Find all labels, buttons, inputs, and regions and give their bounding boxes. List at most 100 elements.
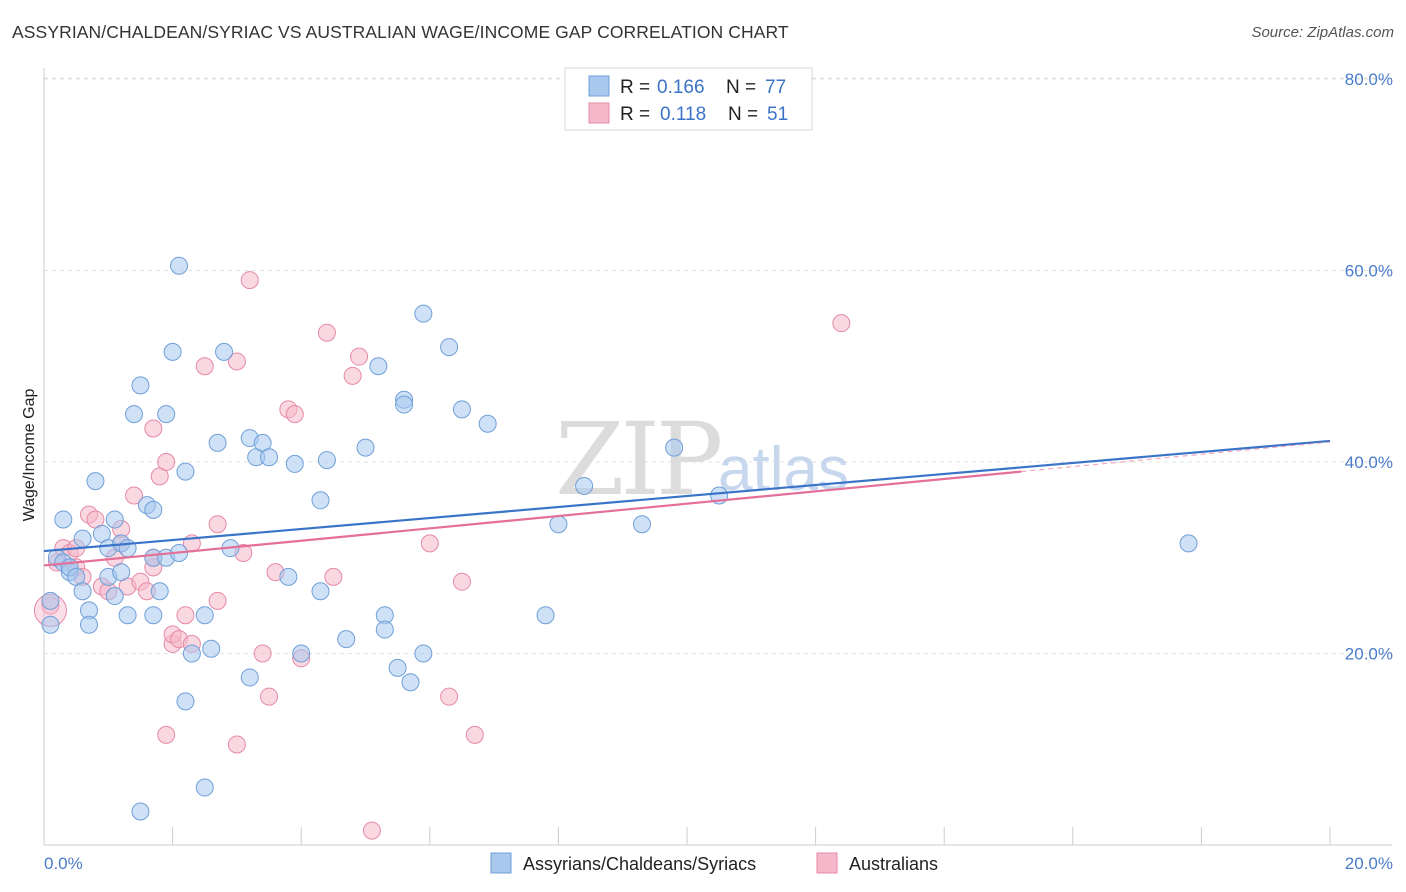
assyrians-point-8 bbox=[73, 529, 92, 548]
assyrians-point-48 bbox=[260, 448, 279, 467]
australians-point-47 bbox=[362, 821, 381, 840]
legend-r-label-pink: R = bbox=[620, 104, 650, 125]
australians-point-33 bbox=[227, 352, 246, 371]
australians-point-45 bbox=[343, 366, 362, 385]
australians-trend-extension bbox=[1021, 441, 1331, 473]
y-tick-labels: 20.0% 40.0% 60.0% 80.0% bbox=[1345, 70, 1393, 664]
australians-point-48 bbox=[420, 534, 439, 553]
australians-point-52 bbox=[832, 314, 851, 333]
assyrians-point-49 bbox=[279, 567, 298, 586]
assyrians-trend-line bbox=[43, 439, 1331, 553]
australians-point-49 bbox=[440, 687, 459, 706]
watermark-zip: ZIP bbox=[555, 401, 720, 518]
assyrians-point-70 bbox=[549, 515, 568, 534]
assyrians-point-22 bbox=[125, 405, 144, 424]
assyrians-point-55 bbox=[337, 630, 356, 649]
assyrians-point-66 bbox=[440, 338, 459, 357]
australians-point-51 bbox=[465, 725, 484, 744]
assyrians-point-24 bbox=[131, 802, 150, 821]
x-tick-label-min: 0.0% bbox=[44, 854, 83, 873]
watermark: ZIP atlas bbox=[555, 401, 849, 518]
assyrians-point-17 bbox=[105, 587, 124, 606]
legend-r-value-pink: 0.118 bbox=[660, 104, 706, 125]
assyrians-point-65 bbox=[414, 644, 433, 663]
y-tick-label-60: 60.0% bbox=[1345, 262, 1393, 281]
series-legend: Assyrians/Chaldeans/Syriacs Australians bbox=[490, 852, 938, 874]
assyrians-point-23 bbox=[131, 376, 150, 395]
australians-point-43 bbox=[317, 323, 336, 342]
australians-point-50 bbox=[452, 572, 471, 591]
australians-point-20 bbox=[144, 419, 163, 438]
assyrians-point-62 bbox=[395, 395, 414, 414]
assyrians-point-41 bbox=[208, 433, 227, 452]
assyrians-point-71 bbox=[575, 476, 594, 495]
assyrians-point-38 bbox=[195, 606, 214, 625]
assyrians-point-21 bbox=[118, 539, 137, 558]
australians-point-37 bbox=[253, 644, 272, 663]
australians-point-15 bbox=[125, 486, 144, 505]
australians-point-41 bbox=[285, 405, 304, 424]
assyrians-point-50 bbox=[285, 454, 304, 473]
assyrians-point-28 bbox=[144, 606, 163, 625]
bottom-legend-label-blue: Assyrians/Chaldeans/Syriacs bbox=[523, 854, 756, 874]
assyrians-point-69 bbox=[536, 606, 555, 625]
assyrians-point-19 bbox=[112, 563, 131, 582]
y-axis-label: Wage/Income Gap bbox=[21, 389, 38, 522]
assyrians-point-59 bbox=[375, 620, 394, 639]
assyrians-point-40 bbox=[202, 639, 221, 658]
assyrians-point-63 bbox=[401, 673, 420, 692]
assyrians-point-26 bbox=[144, 500, 163, 519]
australians-point-46 bbox=[350, 347, 369, 366]
assyrians-point-72 bbox=[632, 515, 651, 534]
assyrians-point-16 bbox=[105, 510, 124, 529]
stats-legend: R = 0.166 N = 77 R = 0.118 N = 51 bbox=[564, 67, 813, 131]
australians-point-23 bbox=[157, 725, 176, 744]
assyrians-point-29 bbox=[150, 582, 169, 601]
trend-lines bbox=[43, 439, 1331, 567]
assyrians-points bbox=[41, 256, 1198, 821]
assyrians-point-35 bbox=[176, 462, 195, 481]
assyrians-point-0 bbox=[41, 615, 60, 634]
assyrians-point-3 bbox=[54, 510, 73, 529]
assyrians-point-9 bbox=[73, 582, 92, 601]
assyrians-point-60 bbox=[388, 658, 407, 677]
assyrians-point-20 bbox=[118, 606, 137, 625]
chart-source: Source: ZipAtlas.com bbox=[1251, 24, 1394, 41]
assyrians-point-32 bbox=[163, 342, 182, 361]
australians-point-27 bbox=[176, 606, 195, 625]
x-tick-label-max: 20.0% bbox=[1345, 854, 1393, 873]
assyrians-point-39 bbox=[195, 778, 214, 797]
australians-point-32 bbox=[208, 515, 227, 534]
y-tick-label-80: 80.0% bbox=[1345, 70, 1393, 89]
australians-point-44 bbox=[324, 567, 343, 586]
australians-point-30 bbox=[195, 357, 214, 376]
grid-lines bbox=[44, 77, 1392, 654]
bottom-legend-swatch-pink bbox=[816, 852, 838, 874]
assyrians-point-57 bbox=[369, 357, 388, 376]
legend-swatch-blue bbox=[588, 75, 610, 97]
legend-n-value-pink: 51 bbox=[767, 104, 788, 125]
assyrians-point-37 bbox=[182, 644, 201, 663]
australians-point-34 bbox=[227, 735, 246, 754]
axes bbox=[43, 68, 1392, 846]
assyrians-point-56 bbox=[356, 438, 375, 457]
australians-point-38 bbox=[260, 687, 279, 706]
legend-r-value-blue: 0.166 bbox=[657, 77, 705, 98]
assyrians-point-36 bbox=[176, 692, 195, 711]
assyrians-point-75 bbox=[1179, 534, 1198, 553]
assyrians-point-73 bbox=[665, 438, 684, 457]
australians-point-31 bbox=[208, 591, 227, 610]
assyrians-point-1 bbox=[41, 591, 60, 610]
bottom-legend-swatch-blue bbox=[490, 852, 512, 874]
assyrians-point-51 bbox=[292, 644, 311, 663]
assyrians-point-42 bbox=[215, 342, 234, 361]
legend-swatch-pink bbox=[588, 102, 610, 124]
assyrians-point-52 bbox=[311, 491, 330, 510]
y-tick-label-40: 40.0% bbox=[1345, 453, 1393, 472]
assyrians-point-54 bbox=[317, 451, 336, 470]
bottom-legend-label-pink: Australians bbox=[849, 854, 938, 874]
assyrians-point-44 bbox=[240, 668, 259, 687]
legend-n-label-blue: N = bbox=[726, 77, 756, 98]
australians-point-36 bbox=[240, 271, 259, 290]
